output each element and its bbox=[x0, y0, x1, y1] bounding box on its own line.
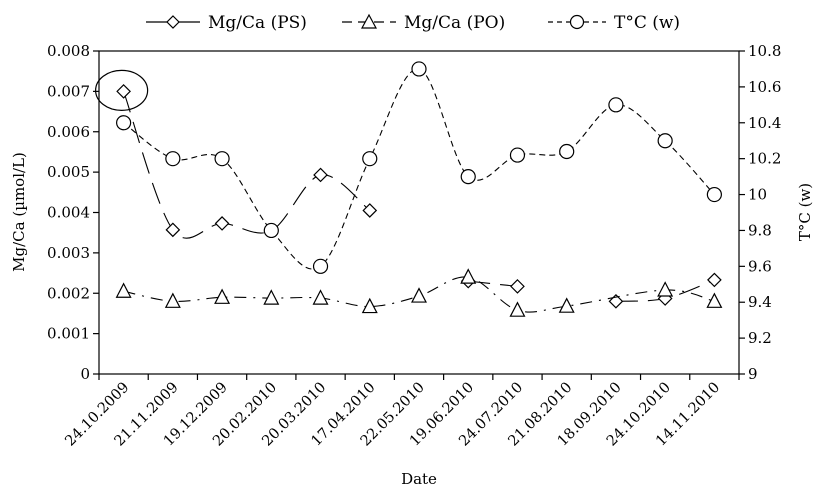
y-left-tick-label: 0.008 bbox=[47, 42, 90, 60]
y-right-tick-label: 9 bbox=[748, 365, 758, 383]
legend: Mg/Ca (PS) Mg/Ca (PO) T°C (w) bbox=[146, 13, 680, 33]
po-point bbox=[411, 287, 427, 303]
y-axis-right-label: T°C (w) bbox=[796, 183, 814, 241]
series-line-ps bbox=[468, 280, 518, 287]
temp-point bbox=[657, 133, 673, 149]
series-po bbox=[115, 268, 723, 317]
temp-point bbox=[263, 222, 279, 239]
po-point bbox=[115, 282, 132, 298]
ps-point bbox=[214, 216, 230, 231]
y-left-tick-label: 0.002 bbox=[47, 284, 90, 302]
y-right-tick-label: 9.4 bbox=[748, 293, 772, 311]
y-right-tick-label: 10.2 bbox=[748, 150, 781, 168]
po-point bbox=[214, 288, 231, 304]
y-axis-left-label: Mg/Ca (µmol/L) bbox=[10, 152, 28, 272]
legend-item-ps: Mg/Ca (PS) bbox=[146, 13, 307, 33]
po-point bbox=[657, 281, 674, 297]
legend-label-ps: Mg/Ca (PS) bbox=[208, 13, 307, 33]
y-left-tick-label: 0.007 bbox=[47, 82, 90, 100]
y-right-tick-label: 10.4 bbox=[748, 114, 781, 132]
po-point bbox=[509, 301, 526, 317]
po-point bbox=[312, 289, 329, 305]
po-point bbox=[558, 297, 575, 313]
y-right-tick-label: 10 bbox=[748, 186, 767, 204]
ps-point bbox=[510, 279, 525, 294]
y-left-tick-label: 0 bbox=[80, 365, 90, 383]
series-line-ps bbox=[123, 91, 371, 239]
ps-point bbox=[116, 84, 131, 99]
po-point bbox=[460, 268, 477, 284]
legend-marker-temp bbox=[569, 14, 585, 30]
temp-point bbox=[165, 151, 181, 167]
y-right-tick-label: 9.6 bbox=[748, 257, 772, 275]
legend-item-po: Mg/Ca (PO) bbox=[342, 13, 505, 33]
po-point bbox=[706, 292, 723, 308]
legend-label-po: Mg/Ca (PO) bbox=[404, 13, 505, 33]
legend-label-temp: T°C (w) bbox=[614, 13, 680, 33]
ps-point bbox=[362, 203, 378, 218]
series-temp bbox=[116, 61, 722, 274]
legend-marker-ps bbox=[166, 15, 180, 29]
temp-point bbox=[608, 97, 624, 113]
y-right-tick-label: 10.6 bbox=[748, 78, 781, 96]
legend-marker-po bbox=[360, 13, 378, 29]
axes: 0 0.001 0.002 0.003 0.004 0.005 0.006 0.007 0.00… bbox=[47, 42, 781, 450]
y-left-tick-label: 0.003 bbox=[47, 244, 90, 262]
legend-item-temp: T°C (w) bbox=[548, 13, 680, 33]
y-left-tick-label: 0.005 bbox=[47, 163, 90, 181]
po-point bbox=[164, 292, 181, 308]
y-right-tick-label: 9.2 bbox=[748, 329, 772, 347]
x-axis-label: Date bbox=[401, 470, 437, 488]
y-left-tick-label: 0.004 bbox=[47, 204, 90, 222]
series-line-po bbox=[123, 276, 715, 313]
y-left-tick-label: 0.001 bbox=[47, 325, 90, 343]
temp-point bbox=[312, 258, 329, 274]
y-right-tick-label: 10.8 bbox=[748, 42, 781, 60]
temp-point bbox=[706, 186, 722, 203]
temp-point bbox=[509, 147, 526, 163]
annotation-ellipse bbox=[95, 69, 149, 111]
ps-point bbox=[707, 272, 722, 288]
plot-frame bbox=[98, 50, 740, 375]
temp-point bbox=[116, 115, 132, 131]
series-ps bbox=[116, 84, 722, 309]
series-line-temp bbox=[123, 68, 715, 270]
y-right-tick-label: 9.8 bbox=[748, 221, 772, 239]
y-left-tick-label: 0.006 bbox=[47, 123, 90, 141]
series-layer bbox=[95, 61, 723, 317]
po-point bbox=[361, 297, 378, 314]
temp-point bbox=[411, 61, 427, 77]
temp-point bbox=[214, 151, 230, 167]
temp-point bbox=[362, 151, 378, 167]
temp-point bbox=[559, 143, 575, 160]
ps-point bbox=[165, 222, 181, 238]
ps-point bbox=[313, 167, 328, 183]
temp-point bbox=[460, 169, 476, 185]
po-point bbox=[263, 289, 280, 305]
